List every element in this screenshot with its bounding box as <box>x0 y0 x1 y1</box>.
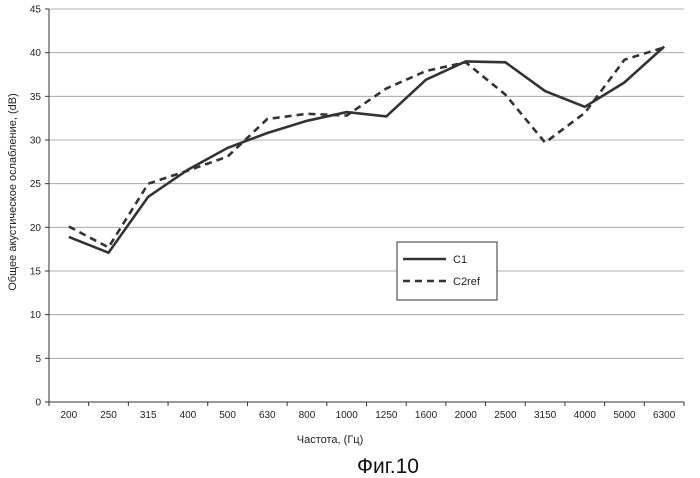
x-tick-label: 400 <box>180 410 197 421</box>
gridlines <box>49 9 684 358</box>
x-tick-label: 1000 <box>336 410 359 421</box>
y-tick-label: 10 <box>30 310 42 321</box>
legend-label-c2ref: C2ref <box>453 276 481 288</box>
x-tick-label: 3150 <box>534 410 557 421</box>
figure-caption: Фиг.10 <box>357 455 419 478</box>
series-lines <box>69 47 664 253</box>
y-tick-label: 45 <box>30 5 42 16</box>
legend-box <box>397 242 497 300</box>
legend-label-c1: C1 <box>453 254 467 266</box>
y-tick-label: 30 <box>30 136 42 147</box>
y-tick-label: 40 <box>30 48 42 59</box>
x-tick-label: 630 <box>259 410 276 421</box>
x-tick-label: 500 <box>219 410 236 421</box>
y-tick-label: 15 <box>30 267 42 278</box>
chart: 0 5 10 15 20 25 30 35 40 45 200 250 315 400 500 630 800… <box>0 0 700 478</box>
y-axis-label: Общее акустическое ослабление, (dB) <box>7 93 19 291</box>
y-tick-label: 25 <box>30 179 42 190</box>
x-tick-label: 2000 <box>455 410 478 421</box>
y-tick-label: 5 <box>35 354 41 365</box>
x-tick-label: 1600 <box>415 410 438 421</box>
y-tick-labels: 0 5 10 15 20 25 30 35 40 45 <box>30 5 42 409</box>
x-tick-label: 6300 <box>653 410 676 421</box>
x-tick-label: 4000 <box>574 410 597 421</box>
x-tick-labels: 200 250 315 400 500 630 800 1000 1250 1600 2000 250… <box>61 410 676 421</box>
legend: C1 C2ref <box>397 242 497 300</box>
y-tick-label: 20 <box>30 223 42 234</box>
x-tick-label: 5000 <box>613 410 636 421</box>
x-tick-label: 800 <box>299 410 316 421</box>
y-tick-label: 0 <box>35 398 41 409</box>
x-tick-label: 315 <box>140 410 157 421</box>
x-tick-label: 2500 <box>494 410 517 421</box>
series-line-c1 <box>69 47 664 253</box>
series-line-c2ref <box>69 47 664 247</box>
x-tick-label: 1250 <box>375 410 398 421</box>
x-tick-label: 250 <box>100 410 117 421</box>
y-tick-label: 35 <box>30 92 42 103</box>
x-axis-label: Частота, (Гц) <box>297 434 363 446</box>
x-tick-label: 200 <box>61 410 78 421</box>
